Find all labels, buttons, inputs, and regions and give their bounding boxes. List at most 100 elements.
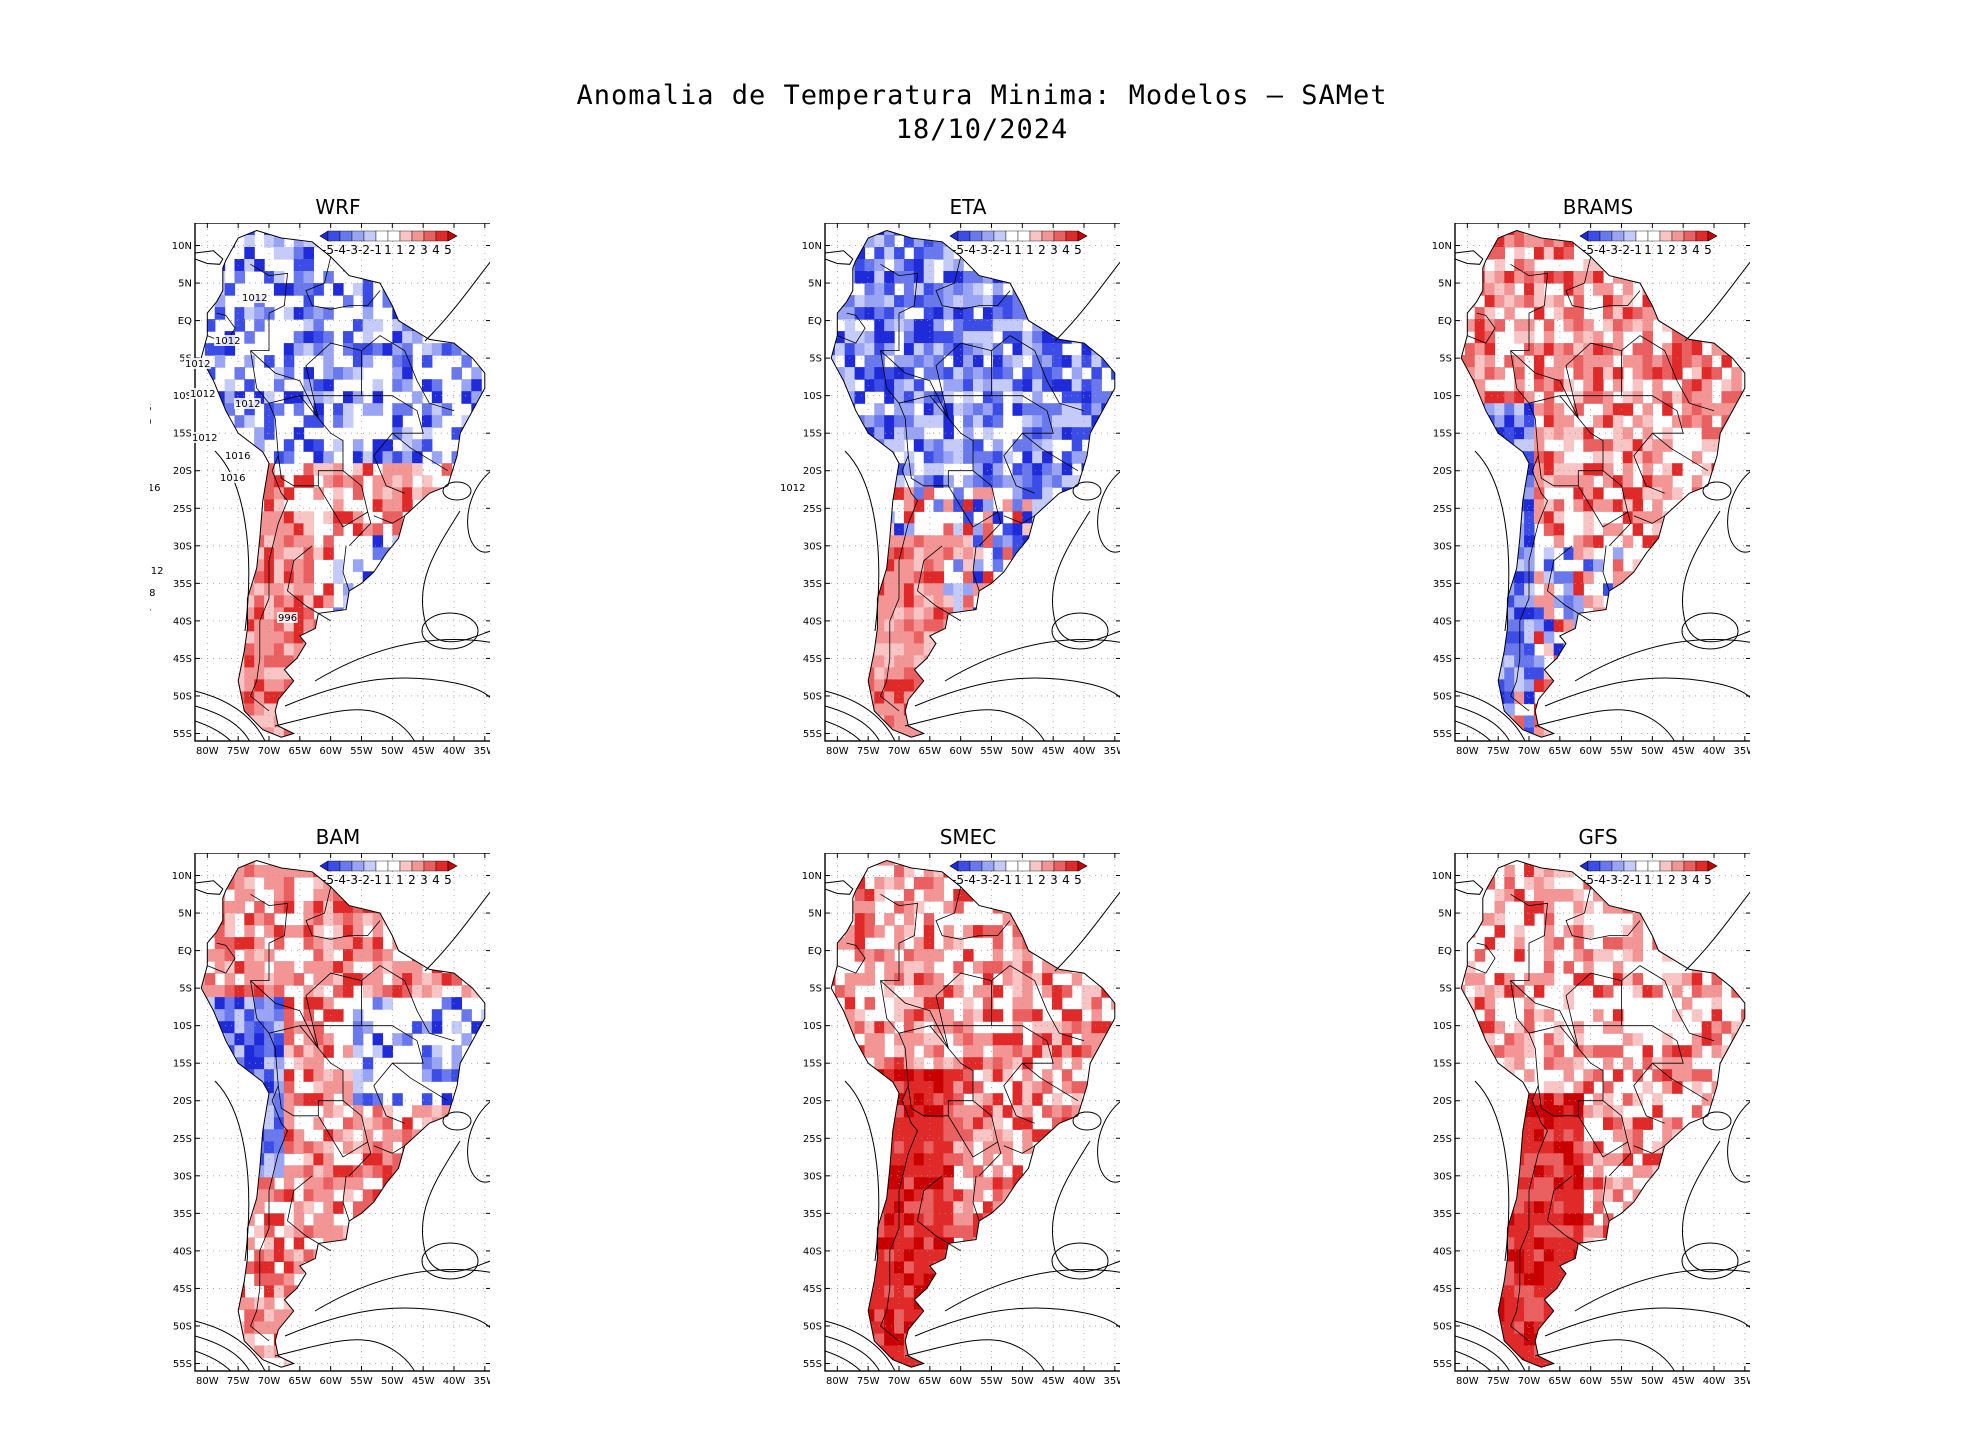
plot-frame xyxy=(1454,223,1750,742)
colorbar-label: 2 xyxy=(1668,243,1676,257)
lat-label: 15S xyxy=(173,1059,192,1070)
panel-title: SMEC xyxy=(939,825,997,849)
lon-label: 35W xyxy=(1104,746,1120,755)
lat-label: 30S xyxy=(803,1171,822,1182)
contour-label: 1012 xyxy=(234,398,261,410)
contour-label: 1016 xyxy=(224,450,251,462)
anomaly-field xyxy=(831,230,1115,738)
coastline-central-america xyxy=(824,880,854,895)
colorbar-label: 1 xyxy=(384,873,392,887)
lat-label: 40S xyxy=(803,1246,822,1257)
lat-label: 35S xyxy=(173,579,192,590)
country-borders xyxy=(837,256,1085,712)
colorbar-label: -1 xyxy=(1630,873,1642,887)
anomaly-field xyxy=(1461,230,1745,738)
lat-label: 10N xyxy=(802,871,822,882)
lon-label: 70W xyxy=(258,746,281,755)
lat-label: 10N xyxy=(172,871,192,882)
lon-label: 60W xyxy=(949,746,972,755)
plot-frame xyxy=(1454,853,1750,1372)
country-borders xyxy=(1467,886,1715,1342)
lat-label: 25S xyxy=(173,504,192,515)
svg-text:1004: 1004 xyxy=(150,604,151,615)
colorbar-label: 1 xyxy=(1026,873,1034,887)
lat-label: EQ xyxy=(178,316,192,327)
colorbar-label: -2 xyxy=(1618,873,1630,887)
plot-frame xyxy=(824,853,1120,1372)
svg-text:1016: 1016 xyxy=(150,403,151,414)
lat-label: 45S xyxy=(803,654,822,665)
lat-label: 55S xyxy=(803,1359,822,1370)
country-borders xyxy=(207,886,455,1342)
svg-text:1020: 1020 xyxy=(150,417,151,428)
lat-label: 30S xyxy=(173,541,192,552)
lon-label: 75W xyxy=(227,746,250,755)
svg-text:1012: 1012 xyxy=(235,399,260,410)
colorbar: -5 -4 -3 -2 -1 1 1 2 3 4 5 xyxy=(319,860,458,887)
colorbar-label: 4 xyxy=(1692,873,1700,887)
svg-text:1012: 1012 xyxy=(192,433,217,444)
colorbar-label: -1 xyxy=(1000,243,1012,257)
lon-label: 80W xyxy=(196,1376,219,1385)
colorbar-label: 5 xyxy=(444,873,452,887)
coastline xyxy=(1460,229,1746,738)
lat-label: 5S xyxy=(809,354,822,365)
svg-text:996: 996 xyxy=(278,613,297,624)
svg-text:1012: 1012 xyxy=(780,483,805,494)
lon-label: 45W xyxy=(1672,746,1695,755)
svg-text:1012: 1012 xyxy=(185,359,210,370)
lon-label: 75W xyxy=(227,1376,250,1385)
lon-label: 65W xyxy=(1549,746,1572,755)
contour-label: 1012 xyxy=(189,388,216,400)
colorbar-label: 1 xyxy=(1014,873,1022,887)
lon-label: 35W xyxy=(474,746,490,755)
lat-label: 50S xyxy=(173,1321,192,1332)
lat-label: 55S xyxy=(173,729,192,740)
lon-label: 40W xyxy=(443,746,466,755)
isobars xyxy=(1455,261,1750,741)
lon-label: 70W xyxy=(1518,746,1541,755)
lon-label: 70W xyxy=(1518,1376,1541,1385)
lon-label: 80W xyxy=(196,746,219,755)
colorbar-label: 4 xyxy=(432,873,440,887)
lat-label: 50S xyxy=(173,691,192,702)
lat-label: 45S xyxy=(1433,1284,1452,1295)
country-borders xyxy=(207,256,455,712)
lon-label: 80W xyxy=(826,1376,849,1385)
colorbar-label: 4 xyxy=(1692,243,1700,257)
lat-label: 5S xyxy=(809,984,822,995)
lat-label: 5S xyxy=(1439,984,1452,995)
lat-label: EQ xyxy=(1438,316,1452,327)
figure-date: 18/10/2024 xyxy=(895,114,1069,145)
lat-label: 15S xyxy=(803,1059,822,1070)
svg-text:1012: 1012 xyxy=(190,389,215,400)
colorbar-label: -2 xyxy=(358,873,370,887)
lon-label: 45W xyxy=(412,746,435,755)
contour-label: 996 xyxy=(277,612,298,624)
lat-label: 10S xyxy=(173,391,192,402)
anomaly-field xyxy=(1461,860,1745,1368)
lon-label: 70W xyxy=(258,1376,281,1385)
colorbar-label: -5 xyxy=(952,243,964,257)
lon-label: 55W xyxy=(980,746,1003,755)
colorbar-label: 3 xyxy=(1680,243,1688,257)
country-borders xyxy=(837,886,1085,1342)
lon-label: 60W xyxy=(319,746,342,755)
lon-label: 60W xyxy=(949,1376,972,1385)
lon-label: 65W xyxy=(919,1376,942,1385)
svg-text:1012: 1012 xyxy=(242,293,267,304)
contour-label: 1012 xyxy=(150,565,164,577)
coastline xyxy=(200,859,486,1368)
lat-label: 40S xyxy=(803,616,822,627)
lat-label: 45S xyxy=(1433,654,1452,665)
lon-label: 65W xyxy=(289,1376,312,1385)
lat-label: 5S xyxy=(179,984,192,995)
plot-frame xyxy=(194,223,490,742)
map-panel-gfs: GFS 10N 5N EQ 5S 10S 15S 20S 25S 30S 35S 40S 45S 50S 5… xyxy=(1410,825,1750,1385)
map-plot: 10N 5N EQ 5S 10S 15S 20S 25S 30S 35S 40S 45S 50S 55S 8… xyxy=(802,853,1120,1385)
lat-label: 5N xyxy=(808,279,822,290)
colorbar-label: -5 xyxy=(1582,243,1594,257)
colorbar-label: -1 xyxy=(1000,873,1012,887)
lat-label: 30S xyxy=(173,1171,192,1182)
colorbar-label: 5 xyxy=(1704,243,1712,257)
